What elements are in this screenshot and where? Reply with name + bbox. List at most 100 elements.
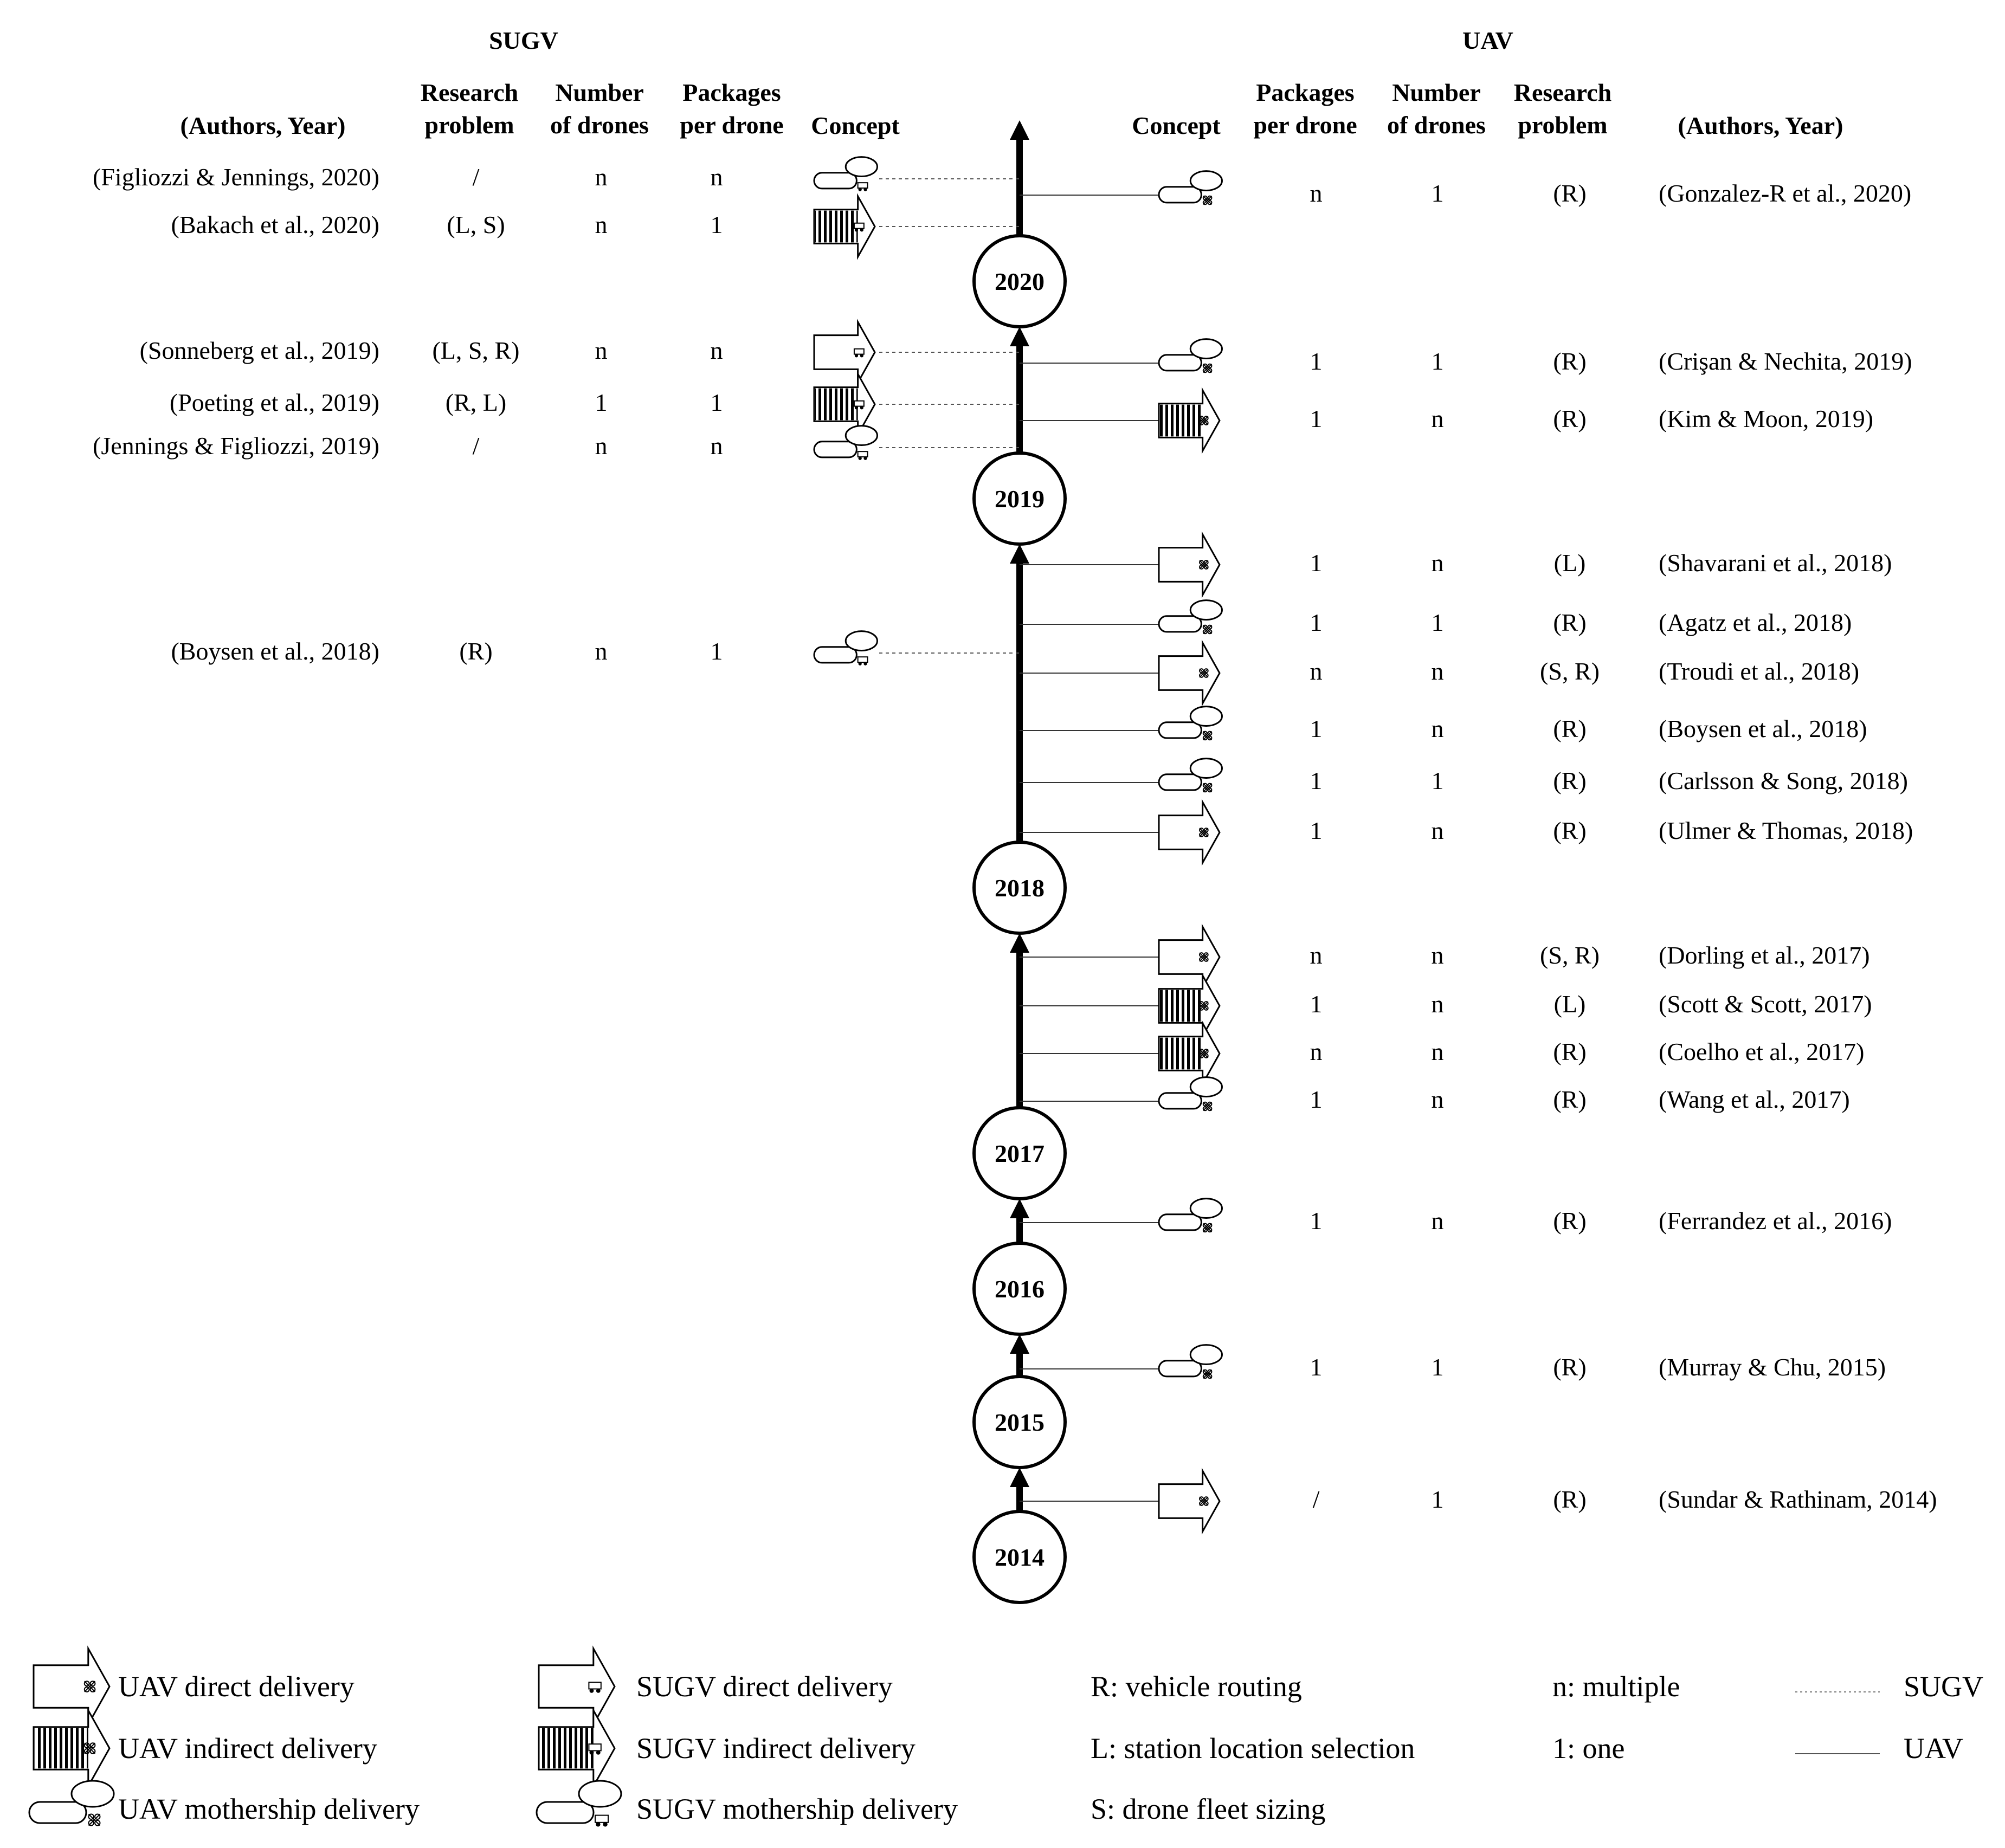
sugv-row: (Sonneberg et al., 2019) (L, S, R) n n xyxy=(140,319,1020,386)
sugv-row-problem: (R, L) xyxy=(446,389,506,416)
uav-drones-header-1: Number xyxy=(1392,79,1481,106)
uav-direct-delivery-icon xyxy=(1158,799,1221,866)
year-label: 2016 xyxy=(995,1275,1045,1303)
uav-row-author: (Crişan & Nechita, 2019) xyxy=(1659,347,1912,375)
sugv-row-packages: n xyxy=(711,163,723,191)
rotor-icon xyxy=(1199,1496,1209,1506)
legend-n-definition: n: multiple xyxy=(1552,1670,1680,1703)
sugv-row-packages: 1 xyxy=(711,389,723,416)
uav-mothership-delivery-icon xyxy=(1158,599,1223,635)
rotor-icon xyxy=(1199,952,1209,962)
sugv-row-drones: n xyxy=(595,163,608,191)
sugv-problem-header-1: Research xyxy=(421,79,519,106)
timeline-arrowhead xyxy=(1010,120,1029,140)
uav-row: / 1 (R) (Sundar & Rathinam, 2014) xyxy=(1020,1468,1937,1535)
uav-row-problem: (R) xyxy=(1553,609,1586,636)
legend-one-definition: 1: one xyxy=(1552,1732,1624,1765)
legend-sugv-mothership: SUGV mothership delivery xyxy=(636,1793,958,1825)
uav-row-packages: 1 xyxy=(1310,767,1323,794)
uav-row-packages: 1 xyxy=(1310,1353,1323,1381)
sugv-row-problem: (L, S, R) xyxy=(433,337,520,364)
uav-row-problem: (R) xyxy=(1553,1485,1586,1513)
sugv-row-author: (Boysen et al., 2018) xyxy=(171,637,379,665)
year-label: 2020 xyxy=(995,268,1045,295)
uav-row-drones: 1 xyxy=(1432,1485,1444,1513)
rotor-icon xyxy=(1199,828,1209,837)
uav-row-problem: (L) xyxy=(1554,549,1586,577)
uav-row-author: (Shavarani et al., 2018) xyxy=(1659,549,1892,577)
uav-row: 1 n (R) (Ferrandez et al., 2016) xyxy=(1020,1198,1892,1235)
uav-row-drones: n xyxy=(1432,549,1444,577)
year-label: 2019 xyxy=(995,485,1045,513)
rotor-icon xyxy=(1199,560,1209,570)
uav-row-author: (Gonzalez-R et al., 2020) xyxy=(1659,179,1911,207)
uav-row-drones: n xyxy=(1432,405,1444,432)
uav-mothership-delivery-icon xyxy=(1158,706,1223,741)
uav-row-packages: n xyxy=(1310,657,1323,685)
rotor-icon xyxy=(1199,416,1209,425)
sugv-indirect-delivery-icon xyxy=(813,371,876,438)
uav-row: 1 1 (R) (Murray & Chu, 2015) xyxy=(1020,1344,1886,1381)
uav-mothership-icon xyxy=(28,1780,115,1826)
sugv-row-author: (Figliozzi & Jennings, 2020) xyxy=(93,163,379,191)
uav-direct-delivery-icon xyxy=(33,1645,111,1728)
rotor-icon xyxy=(88,1813,101,1826)
uav-row-packages: / xyxy=(1313,1485,1320,1513)
sugv-packages-header-1: Packages xyxy=(682,79,781,106)
sugv-row-drones: n xyxy=(595,211,608,238)
sugv-row-packages: n xyxy=(711,432,723,460)
uav-packages-header-1: Packages xyxy=(1256,79,1354,106)
uav-row-problem: (R) xyxy=(1553,179,1586,207)
uav-row-packages: n xyxy=(1310,1038,1323,1065)
rotor-icon xyxy=(1202,783,1213,793)
uav-rows: n 1 (R) (Gonzalez-R et al., 2020) 1 1 (R) (Criş… xyxy=(1020,170,1937,1535)
uav-row-author: (Coelho et al., 2017) xyxy=(1659,1038,1864,1065)
sugv-row: (Figliozzi & Jennings, 2020) / n n xyxy=(93,156,1020,191)
uav-row-problem: (S, R) xyxy=(1540,941,1600,969)
uav-row-drones: n xyxy=(1432,941,1444,969)
uav-row-drones: n xyxy=(1432,817,1444,844)
uav-row: 1 n (R) (Kim & Moon, 2019) xyxy=(1020,387,1873,454)
uav-row: 1 1 (R) (Carlsson & Song, 2018) xyxy=(1020,758,1908,794)
sugv-row: (Poeting et al., 2019) (R, L) 1 1 xyxy=(170,371,1020,438)
rover-icon xyxy=(857,656,868,665)
sugv-row: (Bakach et al., 2020) (L, S) n 1 xyxy=(171,193,1020,260)
timeline: 2020 2019 2018 2017 2016 2015 2014 xyxy=(972,120,1067,1604)
uav-row-problem: (R) xyxy=(1553,715,1586,742)
uav-row-drones: n xyxy=(1432,657,1444,685)
uav-mothership-delivery-icon xyxy=(1158,758,1223,793)
rover-icon xyxy=(588,1682,602,1693)
year-label: 2018 xyxy=(995,874,1045,902)
uav-direct-delivery-icon xyxy=(1158,639,1221,707)
uav-row-problem: (R) xyxy=(1553,1353,1586,1381)
sugv-mothership-delivery-icon xyxy=(813,156,878,191)
legend-s-definition: S: drone fleet sizing xyxy=(1091,1793,1325,1825)
sugv-row-problem: / xyxy=(473,432,480,460)
uav-row-author: (Murray & Chu, 2015) xyxy=(1659,1353,1886,1381)
sugv-direct-delivery-icon xyxy=(813,319,876,386)
year-label: 2017 xyxy=(995,1140,1045,1167)
sugv-row-problem: (L, S) xyxy=(447,211,505,238)
sugv-row-problem: (R) xyxy=(459,637,492,665)
rotor-icon xyxy=(1202,1101,1213,1112)
uav-concept-header: Concept xyxy=(1132,112,1221,139)
legend-sugv-direct: SUGV direct delivery xyxy=(636,1670,893,1703)
uav-mothership-delivery-icon xyxy=(1158,338,1223,373)
rotor-icon xyxy=(83,1681,96,1692)
uav-row-problem: (S, R) xyxy=(1540,657,1600,685)
uav-row-packages: n xyxy=(1310,179,1323,207)
timeline-arrowhead xyxy=(1010,933,1029,953)
uav-row: 1 n (L) (Scott & Scott, 2017) xyxy=(1020,972,1872,1039)
uav-row-packages: 1 xyxy=(1310,405,1323,432)
uav-row-drones: 1 xyxy=(1432,347,1444,375)
year-label: 2014 xyxy=(995,1543,1045,1571)
uav-row: 1 n (R) (Boysen et al., 2018) xyxy=(1020,706,1867,742)
uav-row-problem: (R) xyxy=(1553,1207,1586,1235)
uav-row-problem: (R) xyxy=(1553,347,1586,375)
uav-row-author: (Kim & Moon, 2019) xyxy=(1659,405,1873,432)
uav-row-drones: n xyxy=(1432,1207,1444,1235)
uav-problem-header-2: problem xyxy=(1518,111,1607,139)
rover-icon xyxy=(588,1743,602,1755)
uav-row-packages: 1 xyxy=(1310,609,1323,636)
sugv-row-author: (Poeting et al., 2019) xyxy=(170,389,379,416)
